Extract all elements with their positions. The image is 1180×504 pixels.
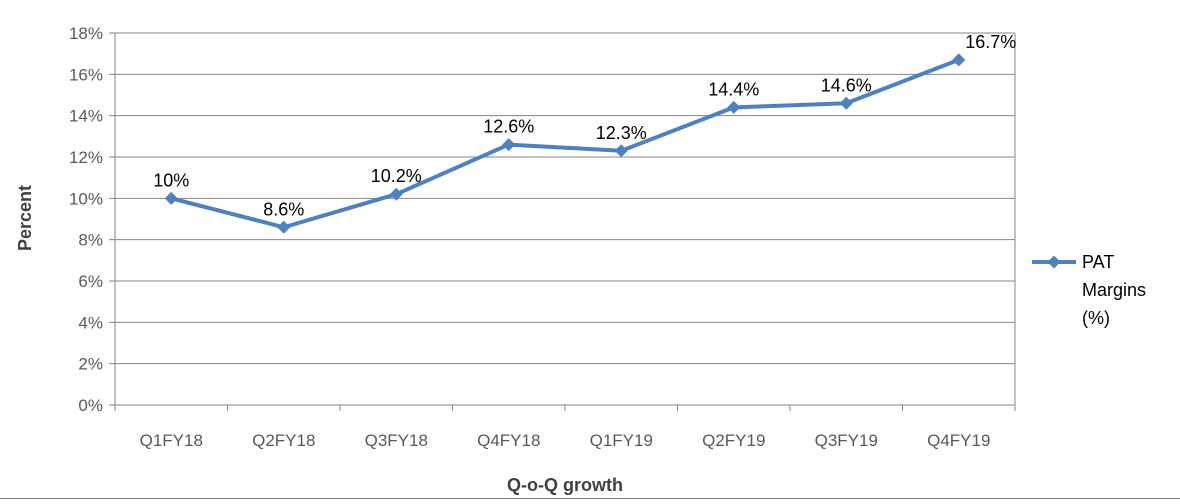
legend: PAT Margins (%) <box>1032 252 1146 328</box>
x-tick-label: Q4FY18 <box>477 431 540 450</box>
y-tick-label: 6% <box>78 272 103 291</box>
data-label: 14.4% <box>708 79 759 99</box>
x-tick-label: Q1FY19 <box>590 431 653 450</box>
y-axis-title: Percent <box>15 185 35 251</box>
x-tick-label: Q4FY19 <box>927 431 990 450</box>
bottom-divider <box>0 498 1180 499</box>
data-point-marker <box>727 100 741 114</box>
y-axis-ticks: 0% 2% 4% 6% 8% 10% 12% 14% 16% 18% <box>69 24 103 415</box>
y-tick-label: 10% <box>69 189 103 208</box>
data-label: 14.6% <box>821 75 872 95</box>
legend-diamond-icon <box>1047 255 1061 269</box>
data-label: 12.6% <box>483 117 534 137</box>
data-point-marker <box>839 96 853 110</box>
y-tick-label: 4% <box>78 313 103 332</box>
data-label: 8.6% <box>263 199 304 219</box>
x-tick-label: Q3FY18 <box>365 431 428 450</box>
y-tick-label: 16% <box>69 65 103 84</box>
gridlines <box>109 32 1016 411</box>
x-tick-label: Q3FY19 <box>815 431 878 450</box>
data-point-marker <box>277 220 291 234</box>
data-label: 12.3% <box>596 123 647 143</box>
x-axis-ticks: Q1FY18 Q2FY18 Q3FY18 Q4FY18 Q1FY19 Q2FY19 Q3FY… <box>140 431 991 450</box>
legend-label-line-2: Margins <box>1082 280 1146 300</box>
data-labels: 10% 8.6% 10.2% 12.6% 12.3% 14.4% 14.6% 16.7% <box>153 32 1016 219</box>
legend-label-line-3: (%) <box>1082 308 1110 328</box>
series-line <box>170 58 960 230</box>
data-point-marker <box>389 187 403 201</box>
data-label: 10% <box>153 170 189 190</box>
data-point-marker <box>164 191 178 205</box>
x-tick-label: Q2FY19 <box>702 431 765 450</box>
data-label: 10.2% <box>371 166 422 186</box>
data-label: 16.7% <box>965 32 1016 52</box>
data-point-marker <box>614 144 628 158</box>
y-tick-label: 0% <box>78 396 103 415</box>
x-axis-title: Q-o-Q growth <box>507 475 623 495</box>
y-tick-label: 2% <box>78 355 103 374</box>
y-tick-label: 18% <box>69 24 103 43</box>
x-tick-label: Q1FY18 <box>140 431 203 450</box>
y-tick-label: 12% <box>69 148 103 167</box>
y-tick-label: 8% <box>78 231 103 250</box>
data-point-marker <box>502 138 516 152</box>
x-tick-label: Q2FY18 <box>252 431 315 450</box>
y-tick-label: 14% <box>69 107 103 126</box>
series-pat-margins <box>164 53 966 234</box>
legend-label-line-1: PAT <box>1082 252 1114 272</box>
data-point-marker <box>952 53 966 67</box>
